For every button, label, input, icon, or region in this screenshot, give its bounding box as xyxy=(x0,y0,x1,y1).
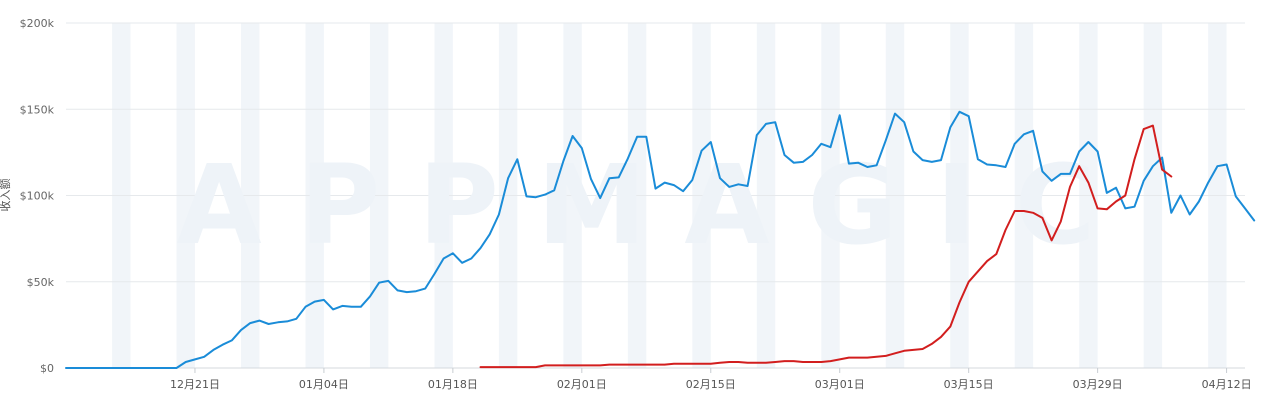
x-tick-label: 02月15日 xyxy=(686,378,736,391)
y-axis-label: 收入额 xyxy=(0,179,12,212)
series-line-1 xyxy=(65,110,1256,369)
x-tick-label: 01月04日 xyxy=(299,378,349,391)
x-tick-label: 03月15日 xyxy=(944,378,994,391)
y-tick-label: $0 xyxy=(40,362,54,375)
y-tick-label: $150k xyxy=(20,103,55,116)
y-tick-label: $50k xyxy=(27,276,55,289)
y-tick-label: $200k xyxy=(20,17,55,30)
watermark: APPMAGIC xyxy=(177,141,1134,269)
x-tick-label: 04月12日 xyxy=(1202,378,1252,391)
x-tick-label: 01月18日 xyxy=(428,378,478,391)
x-tick-label: 03月01日 xyxy=(815,378,865,391)
grid-lines xyxy=(66,22,1245,369)
series-line-2 xyxy=(479,124,1173,369)
x-tick-label: 03月29日 xyxy=(1073,378,1123,391)
x-axis-ticks: 12月21日 01月04日 01月18日 02月01日 02月15日 03月01日 03月1… xyxy=(170,368,1252,391)
x-tick-label: 12月21日 xyxy=(170,378,220,391)
y-tick-label: $100k xyxy=(20,190,55,203)
x-tick-label: 02月01日 xyxy=(557,378,607,391)
series-lines xyxy=(65,110,1256,369)
y-axis-ticks: $0 $50k $100k $150k $200k xyxy=(20,17,55,375)
